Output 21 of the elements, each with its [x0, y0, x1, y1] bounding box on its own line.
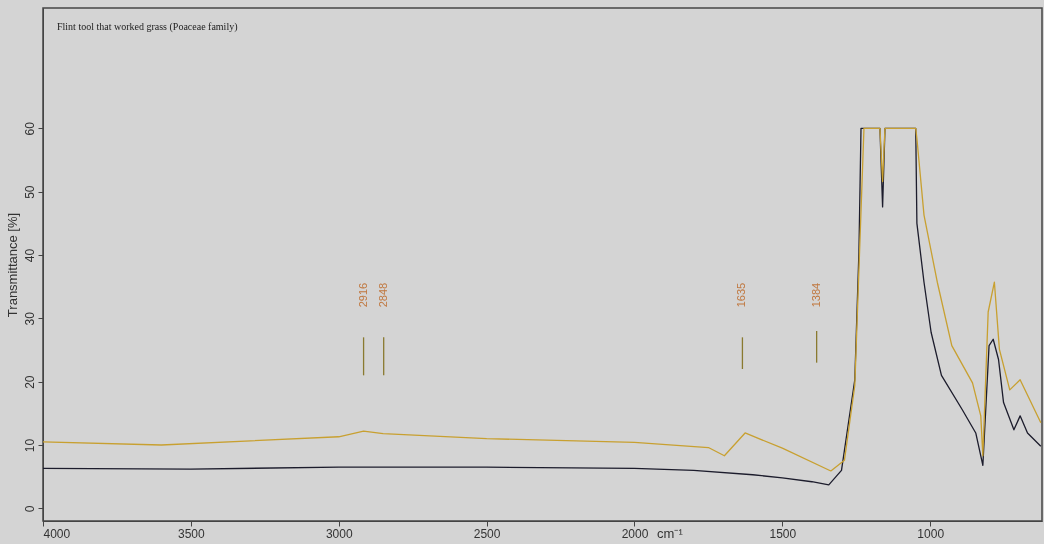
x-axis-title: cm⁻¹	[657, 525, 684, 541]
x-tick-label: 3500	[178, 526, 206, 541]
x-tick-label: 1500	[769, 526, 797, 541]
annotation: 2916	[356, 282, 369, 308]
y-tick-label: 30	[22, 311, 37, 326]
y-tick-label: 10	[22, 438, 37, 453]
x-tick-label: 2000	[621, 526, 649, 541]
x-tick-label: 1000	[917, 526, 945, 541]
annotation: 1384	[809, 282, 822, 308]
y-tick-label: 20	[22, 375, 37, 389]
y-tick-label: 60	[22, 121, 37, 136]
annotation: 2848	[376, 282, 389, 308]
y-axis-title: Transmittance [%]	[4, 212, 20, 318]
y-tick-label: 0	[22, 505, 37, 513]
x-tick-label: 2500	[473, 526, 501, 541]
annotation: 1635	[735, 282, 748, 308]
y-tick-label: 50	[22, 185, 37, 199]
y-tick-label: 40	[22, 248, 37, 263]
x-tick-label: 3000	[325, 526, 353, 541]
text: Flint tool that worked grass (Poaceae family)	[57, 21, 238, 33]
x-tick-label: 4000	[43, 526, 71, 541]
